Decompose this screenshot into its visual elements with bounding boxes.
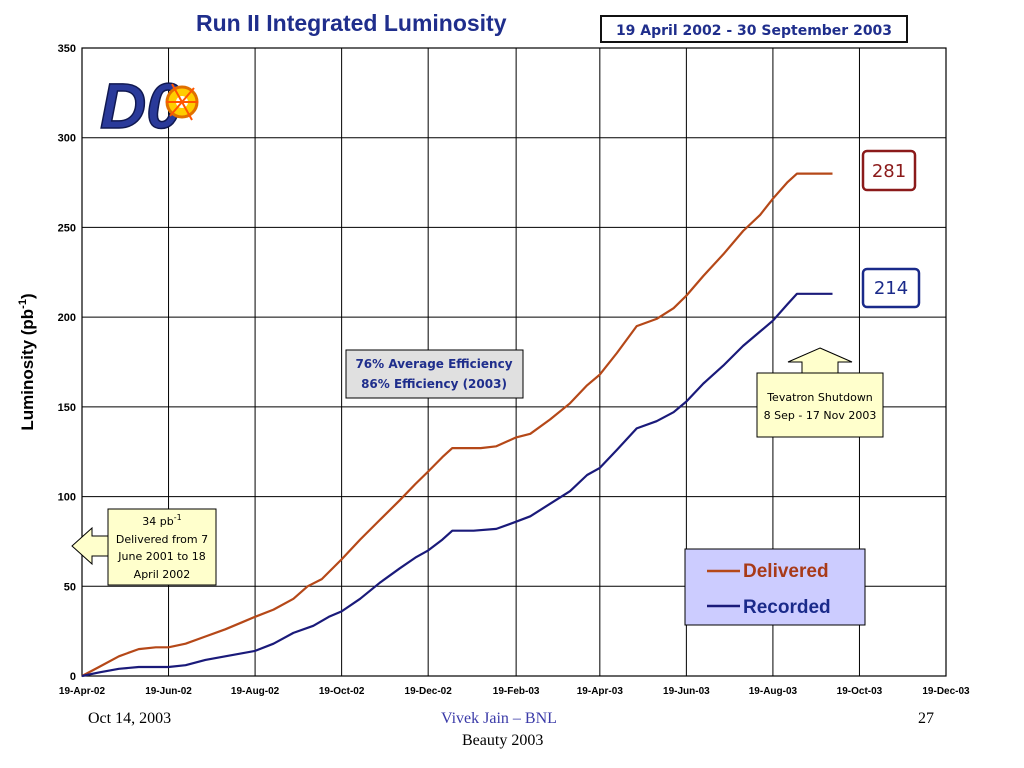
legend-label-recorded: Recorded <box>743 597 831 618</box>
footer-conference: Beauty 2003 <box>462 732 544 749</box>
chart-legend: Delivered Recorded <box>684 548 866 626</box>
y-tick-label: 50 <box>64 581 76 593</box>
svg-text:April 2002: April 2002 <box>134 568 191 581</box>
x-tick-label: 19-Dec-03 <box>922 686 970 697</box>
x-tick-label: 19-Aug-03 <box>749 686 798 697</box>
legend-label-delivered: Delivered <box>743 561 829 582</box>
recorded-total-box: 214 <box>861 267 921 309</box>
svg-text:214: 214 <box>874 278 908 299</box>
d0-experiment-logo-icon: D0 <box>99 69 199 143</box>
x-axis-ticks: 19-Apr-02 19-Jun-02 19-Aug-02 19-Oct-02 19-D… <box>59 686 970 697</box>
x-tick-label: 19-Apr-02 <box>59 686 106 697</box>
left-arrow-icon <box>71 526 109 566</box>
prior-delivered-callout: 34 pb-1 Delivered from 7 June 2001 to 18… <box>71 508 217 586</box>
chart-title: Run II Integrated Luminosity <box>196 10 507 36</box>
x-tick-label: 19-Apr-03 <box>577 686 624 697</box>
footer-date: Oct 14, 2003 <box>88 710 172 727</box>
y-tick-label: 350 <box>58 43 76 55</box>
efficiency-annotation: 76% Average Efficiency 86% Efficiency (2… <box>345 349 524 399</box>
x-tick-label: 19-Oct-03 <box>837 686 883 697</box>
svg-text:86% Efficiency (2003): 86% Efficiency (2003) <box>361 377 507 391</box>
svg-text:Tevatron Shutdown: Tevatron Shutdown <box>766 391 873 404</box>
up-arrow-icon <box>787 347 853 374</box>
svg-text:76% Average Efficiency: 76% Average Efficiency <box>355 357 512 371</box>
y-tick-label: 0 <box>70 671 76 683</box>
delivered-total-box: 281 <box>861 149 917 192</box>
series-lines <box>81 172 833 678</box>
footer-page-number: 27 <box>918 710 934 727</box>
date-range-box: 19 April 2002 - 30 September 2003 <box>600 15 908 43</box>
y-tick-label: 300 <box>58 133 76 145</box>
svg-text:281: 281 <box>872 161 906 182</box>
y-axis-label: Luminosity (pb-1) <box>17 293 37 430</box>
luminosity-chart: 0 50 100 150 200 250 300 350 19-Apr-02 19-Jun-02… <box>17 43 970 697</box>
series-line-recorded <box>81 292 833 678</box>
footer-author: Vivek Jain – BNL <box>441 710 557 727</box>
y-tick-label: 100 <box>58 492 76 504</box>
x-tick-label: 19-Dec-02 <box>405 686 453 697</box>
y-tick-label: 150 <box>58 402 76 414</box>
y-axis-ticks: 0 50 100 150 200 250 300 350 <box>58 43 76 683</box>
series-line-delivered <box>81 172 833 677</box>
svg-text:June 2001 to 18: June 2001 to 18 <box>117 550 205 563</box>
svg-text:34 pb-1: 34 pb-1 <box>142 513 181 528</box>
x-tick-label: 19-Feb-03 <box>493 686 540 697</box>
plot-area-border <box>81 47 947 677</box>
svg-text:8 Sep - 17 Nov 2003: 8 Sep - 17 Nov 2003 <box>764 409 877 422</box>
y-tick-label: 250 <box>58 222 76 234</box>
y-tick-label: 200 <box>58 312 76 324</box>
x-tick-label: 19-Jun-02 <box>145 686 192 697</box>
x-tick-label: 19-Aug-02 <box>231 686 280 697</box>
x-tick-label: 19-Jun-03 <box>663 686 710 697</box>
shutdown-callout: Tevatron Shutdown 8 Sep - 17 Nov 2003 <box>756 347 884 438</box>
svg-text:Delivered from 7: Delivered from 7 <box>116 533 208 546</box>
x-tick-label: 19-Oct-02 <box>319 686 365 697</box>
